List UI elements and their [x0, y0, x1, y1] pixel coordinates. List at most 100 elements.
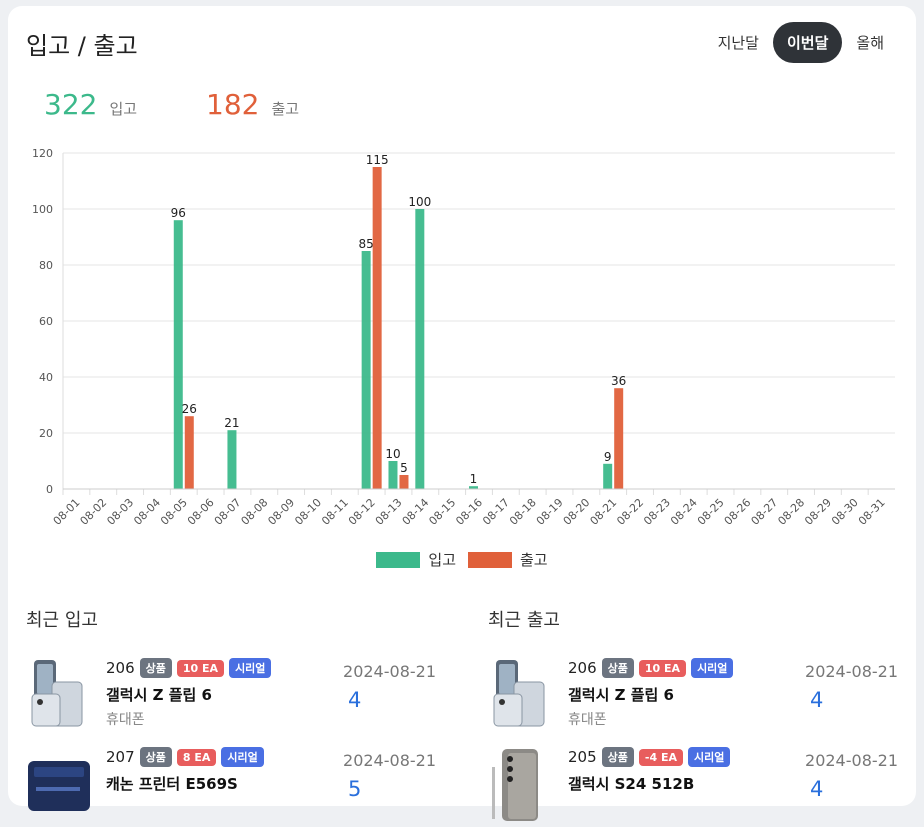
legend-swatch-in	[376, 551, 421, 568]
x-tick-label: 08-25	[695, 496, 727, 528]
item-date: 2024-08-21	[805, 662, 898, 681]
x-tick-label: 08-13	[373, 496, 405, 528]
bar-data-label: 26	[182, 402, 197, 416]
item-date: 2024-08-21	[343, 662, 436, 681]
bar-in	[469, 486, 478, 489]
y-tick-label: 120	[32, 147, 53, 160]
legend-label-out: 출고	[520, 551, 548, 569]
x-tick-label: 08-04	[131, 496, 163, 528]
recent-in-item[interactable]: 207 상품 8 EA 시리얼 캐논 프린터 E569S 2024-08-21 …	[26, 747, 436, 827]
serial-badge: 시리얼	[691, 658, 734, 678]
recent-out-item[interactable]: 206 상품 10 EA 시리얼 갤럭시 Z 플립 6 휴대폰 2024-08-…	[488, 658, 898, 738]
item-qty: 4	[348, 688, 362, 712]
item-id: 207	[106, 748, 135, 766]
x-tick-label: 08-14	[400, 496, 432, 528]
y-tick-label: 60	[39, 315, 53, 328]
item-info: 206 상품 10 EA 시리얼 갤럭시 Z 플립 6 휴대폰	[106, 658, 406, 729]
recent-out-item[interactable]: 205 상품 -4 EA 시리얼 갤럭시 S24 512B 2024-08-21…	[488, 747, 898, 827]
legend-item-in[interactable]: 입고	[376, 549, 456, 570]
flip-phone-icon	[493, 660, 545, 727]
out-count-label: 출고	[271, 100, 300, 118]
bar-in	[388, 461, 398, 489]
x-tick-label: 08-20	[561, 496, 593, 528]
x-tick-label: 08-27	[749, 496, 781, 528]
bar-out	[399, 475, 409, 489]
type-badge: 상품	[139, 747, 172, 767]
x-tick-label: 08-08	[239, 496, 271, 528]
y-tick-label: 100	[32, 203, 53, 216]
bar-in	[603, 463, 613, 489]
item-info: 205 상품 -4 EA 시리얼 갤럭시 S24 512B	[568, 747, 868, 794]
item-id: 205	[568, 748, 597, 766]
x-tick-label: 08-10	[292, 496, 324, 528]
x-tick-label: 08-03	[104, 496, 136, 528]
qty-badge: 10 EA	[638, 659, 687, 677]
legend-label-in: 입고	[428, 551, 456, 569]
item-qty: 4	[810, 688, 824, 712]
x-tick-label: 08-12	[346, 496, 378, 528]
product-name: 갤럭시 Z 플립 6	[106, 686, 212, 704]
item-qty: 4	[810, 777, 824, 801]
inout-bar-chart: 0 20 40 60 80 100 120 08-0108-0208-0308-0408-05…	[32, 147, 895, 528]
bar-data-label: 115	[366, 153, 389, 167]
product-name: 갤럭시 Z 플립 6	[568, 686, 674, 704]
period-this-year[interactable]: 올해	[856, 34, 884, 52]
x-tick-label: 08-26	[722, 496, 754, 528]
x-tick-label: 08-16	[453, 496, 485, 528]
item-info: 207 상품 8 EA 시리얼 캐논 프린터 E569S	[106, 747, 406, 794]
x-tick-label: 08-30	[829, 496, 861, 528]
bar-in	[173, 220, 183, 489]
period-selector: 지난달 이번달 올해	[704, 22, 898, 63]
bar-out	[372, 167, 382, 489]
x-tick-label: 08-17	[480, 496, 512, 528]
summary-out: 182 출고	[206, 88, 299, 121]
bar-in	[415, 209, 425, 489]
item-id: 206	[106, 659, 135, 677]
bar-data-label: 10	[385, 447, 400, 461]
x-tick-label: 08-23	[641, 496, 673, 528]
inout-card: 입고 / 출고 지난달 이번달 올해 322 입고 182 출고 0 20 40 60…	[8, 6, 916, 821]
item-info: 206 상품 10 EA 시리얼 갤럭시 Z 플립 6 휴대폰	[568, 658, 868, 729]
product-category: 휴대폰	[106, 712, 145, 728]
y-tick-label: 80	[39, 259, 53, 272]
x-tick-label: 08-18	[507, 496, 539, 528]
recent-out-title: 최근 출고	[488, 610, 560, 631]
product-name: 캐논 프린터 E569S	[106, 775, 238, 793]
item-qty: 5	[348, 777, 362, 801]
serial-badge: 시리얼	[687, 747, 731, 767]
recent-in-title: 최근 입고	[26, 610, 98, 631]
x-tick-label: 08-09	[265, 496, 297, 528]
x-tick-label: 08-19	[534, 496, 566, 528]
type-badge: 상품	[601, 658, 634, 678]
serial-badge: 시리얼	[221, 747, 264, 767]
x-tick-label: 08-11	[319, 496, 351, 528]
item-id: 206	[568, 659, 597, 677]
recent-in-item[interactable]: 206 상품 10 EA 시리얼 갤럭시 Z 플립 6 휴대폰 2024-08-…	[26, 658, 436, 738]
x-tick-label: 08-06	[185, 496, 217, 528]
x-tick-label: 08-21	[588, 496, 620, 528]
x-tick-label: 08-24	[668, 496, 700, 528]
chart-legend: 입고 출고	[8, 549, 916, 570]
bar-data-label: 9	[604, 450, 612, 464]
y-tick-label: 0	[46, 483, 53, 496]
legend-item-out[interactable]: 출고	[468, 549, 548, 570]
serial-badge: 시리얼	[229, 658, 272, 678]
qty-badge: 10 EA	[176, 659, 225, 677]
x-tick-label: 08-28	[775, 496, 807, 528]
bar-data-label: 96	[171, 206, 186, 220]
product-category: 휴대폰	[568, 712, 607, 728]
bar-in	[361, 251, 371, 489]
period-this-month[interactable]: 이번달	[772, 22, 843, 63]
bar-data-label: 1	[470, 472, 478, 486]
product-name: 갤럭시 S24 512B	[568, 775, 695, 793]
x-tick-label: 08-07	[212, 496, 244, 528]
bar-data-label: 5	[400, 461, 408, 475]
in-count: 322	[44, 88, 98, 121]
bar-data-label: 36	[611, 374, 626, 388]
bar-in	[227, 430, 237, 489]
summary-in: 322 입고	[44, 88, 137, 121]
bar-data-label: 21	[224, 416, 239, 430]
x-tick-label: 08-05	[158, 496, 190, 528]
period-last-month[interactable]: 지난달	[717, 34, 759, 52]
item-date: 2024-08-21	[343, 751, 436, 770]
